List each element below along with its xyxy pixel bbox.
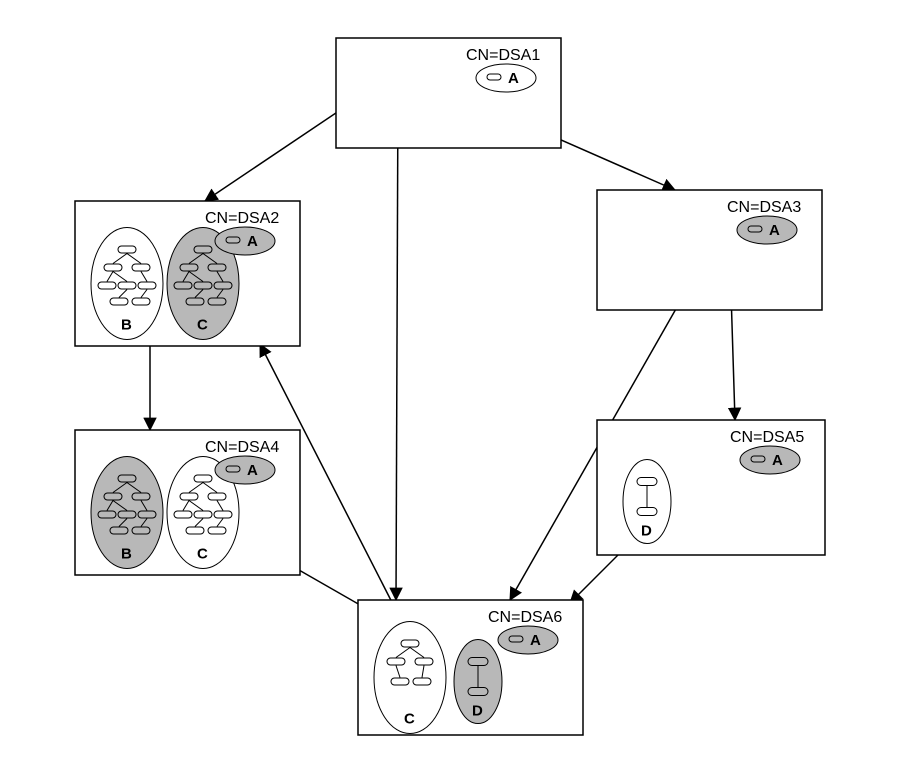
nc-A: A: [215, 227, 275, 255]
dsa-box-DSA1: CN=DSA1 A: [336, 38, 561, 148]
box-label: CN=DSA1: [466, 47, 540, 64]
nc-D: D: [623, 460, 671, 544]
nc-label: B: [121, 546, 132, 563]
dsa-box-DSA4: CN=DSA4 B C A: [75, 430, 300, 575]
dsa-replication-diagram: CN=DSA1ACN=DSA2BCACN=DSA3ACN=DSA4BCACN=D…: [0, 0, 907, 759]
nc-label: B: [121, 317, 132, 334]
dsa-box-DSA5: CN=DSA5 D A: [597, 420, 825, 555]
nc-label: A: [530, 632, 541, 649]
nc-A: A: [498, 626, 558, 654]
nc-label: C: [197, 546, 208, 563]
nc-label: D: [472, 703, 483, 720]
nc-A: A: [476, 64, 536, 92]
dsa-box-DSA2: CN=DSA2 B C A: [75, 201, 300, 346]
edge-DSA1.A-DSA6: [396, 82, 398, 600]
nc-label: A: [769, 222, 780, 239]
box-label: CN=DSA4: [205, 439, 279, 456]
nc-B: B: [91, 228, 163, 340]
dsa-box-DSA3: CN=DSA3 A: [597, 190, 822, 310]
nc-label: A: [247, 233, 258, 250]
nc-A: A: [737, 216, 797, 244]
nc-label: A: [247, 462, 258, 479]
nc-B: B: [91, 457, 163, 569]
nc-label: C: [197, 317, 208, 334]
nc-D: D: [454, 640, 502, 724]
nc-label: A: [772, 452, 783, 469]
nc-A: A: [740, 446, 800, 474]
box-label: CN=DSA3: [727, 199, 801, 216]
nc-label: D: [641, 523, 652, 540]
box-label: CN=DSA6: [488, 609, 562, 626]
dsa-box-DSA6: CN=DSA6 C D A: [358, 600, 583, 735]
box-label: CN=DSA2: [205, 210, 279, 227]
nc-C: C: [374, 622, 446, 734]
nc-A: A: [215, 456, 275, 484]
box-label: CN=DSA5: [730, 429, 804, 446]
nc-label: A: [508, 70, 519, 87]
nc-label: C: [404, 711, 415, 728]
